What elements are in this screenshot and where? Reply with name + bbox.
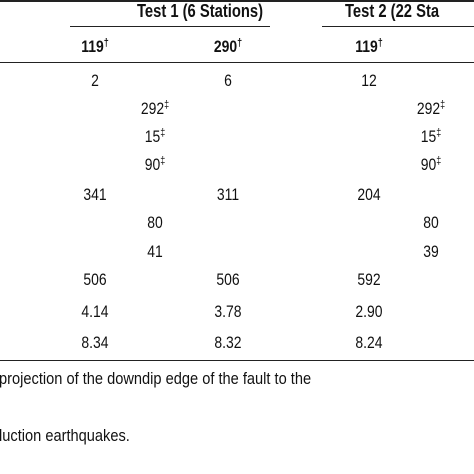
table-cell: 12 [361, 71, 377, 90]
table-cell: 90‡ [420, 155, 442, 174]
table-cell: 341 [83, 185, 107, 204]
table-bottom-rule [0, 360, 474, 361]
table-cell: 8.24 [355, 333, 383, 352]
table-cell: 4.14 [81, 302, 109, 321]
table-cell: 292‡ [416, 99, 446, 118]
test2-underline [322, 26, 474, 27]
table-cell: 6 [224, 71, 232, 90]
table-cell: 80 [147, 213, 163, 232]
footnote-line: luction earthquakes. [0, 426, 130, 445]
table-cell: 39 [423, 242, 439, 261]
top-rule [0, 0, 474, 2]
table-cell: 3.78 [214, 302, 242, 321]
subheader-cell: 290† [213, 37, 243, 56]
table-cell: 41 [147, 242, 163, 261]
test2-header: Test 2 (22 Sta [345, 1, 440, 21]
footnote-line: projection of the downdip edge of the fa… [0, 369, 312, 388]
table-cell: 2 [91, 71, 99, 90]
table-cell: 15‡ [420, 127, 442, 146]
table-cell: 90‡ [144, 155, 166, 174]
table-cell: 15‡ [144, 127, 166, 146]
test1-underline [70, 26, 270, 27]
test1-header: Test 1 (6 Stations) [136, 1, 264, 21]
table-cell: 292‡ [140, 99, 170, 118]
subheader-cell: 119† [355, 37, 383, 56]
table-cell: 2.90 [355, 302, 383, 321]
header-bottom-rule [0, 62, 474, 63]
subheader-cell: 119† [81, 37, 109, 56]
table-cell: 8.32 [214, 333, 242, 352]
table-cell: 506 [83, 270, 107, 289]
table-cell: 8.34 [81, 333, 109, 352]
table-cell: 80 [423, 213, 439, 232]
table-cell: 204 [357, 185, 381, 204]
table-cell: 311 [216, 185, 240, 204]
table-cell: 506 [216, 270, 240, 289]
table-cell: 592 [357, 270, 381, 289]
